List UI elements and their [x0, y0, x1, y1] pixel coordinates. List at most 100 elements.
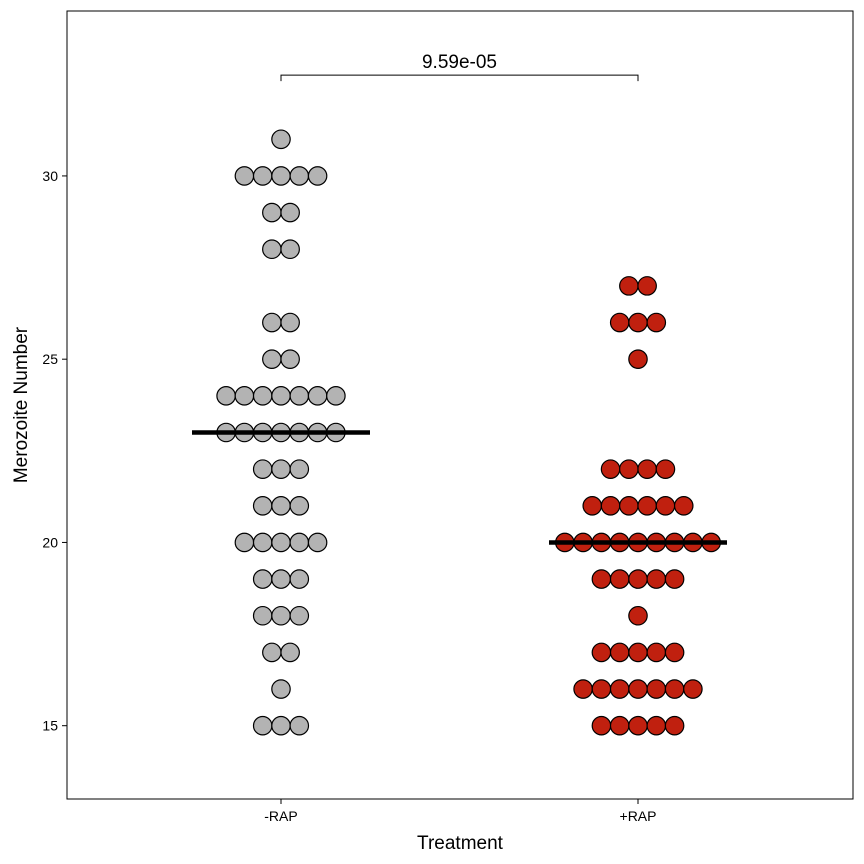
- data-point: [609, 715, 630, 736]
- y-axis-title: Merozoite Number: [11, 326, 32, 483]
- significance-bracket: 9.59e-05: [280, 52, 639, 82]
- data-point: [628, 642, 648, 663]
- data-point: [628, 715, 648, 736]
- y-tick-label: 15: [42, 718, 58, 734]
- data-point: [252, 166, 273, 186]
- data-point: [664, 642, 685, 663]
- x-tick-label: -RAP: [264, 808, 297, 824]
- data-point: [646, 642, 667, 663]
- data-point: [252, 605, 273, 626]
- data-point: [600, 495, 621, 516]
- y-tick-label: 25: [42, 351, 58, 367]
- y-tick-label: 20: [42, 534, 58, 550]
- data-point: [646, 312, 667, 333]
- data-point: [280, 202, 300, 223]
- data-point: [271, 459, 291, 479]
- data-point: [280, 349, 300, 369]
- data-point: [262, 202, 282, 223]
- p-value-label: 9.59e-05: [422, 52, 497, 73]
- median-lines: [192, 430, 727, 545]
- data-point: [252, 715, 273, 736]
- data-point: [637, 459, 657, 479]
- data-point: [628, 605, 648, 626]
- data-point: [271, 569, 291, 589]
- data-point: [673, 495, 694, 516]
- data-point: [582, 495, 603, 516]
- data-point: [289, 495, 310, 516]
- data-point: [646, 715, 667, 736]
- data-point: [262, 349, 282, 369]
- data-point: [271, 532, 291, 553]
- data-point: [234, 532, 255, 553]
- data-point: [609, 569, 630, 589]
- data-point: [600, 459, 621, 479]
- data-point: [307, 166, 328, 186]
- data-point: [262, 642, 282, 663]
- data-point: [216, 386, 236, 406]
- data-point: [289, 715, 310, 736]
- data-point: [271, 495, 291, 516]
- data-point: [252, 495, 273, 516]
- x-axis-title: Treatment: [417, 833, 504, 854]
- data-point: [252, 459, 273, 479]
- data-point: [628, 312, 648, 333]
- data-point: [289, 386, 310, 406]
- data-point: [289, 459, 310, 479]
- data-point: [252, 386, 273, 406]
- data-point: [307, 386, 328, 406]
- data-point: [646, 569, 667, 589]
- data-point: [280, 239, 300, 260]
- data-point: [289, 532, 310, 553]
- data-point: [262, 312, 282, 333]
- data-point: [619, 459, 639, 479]
- data-point: [280, 642, 300, 663]
- data-point: [609, 642, 630, 663]
- data-point: [637, 495, 657, 516]
- data-point: [271, 386, 291, 406]
- data-point: [271, 605, 291, 626]
- data-point: [619, 495, 639, 516]
- data-point: [271, 166, 291, 186]
- data-point: [591, 715, 612, 736]
- data-point: [628, 679, 648, 699]
- data-point: [289, 166, 310, 186]
- data-point: [271, 715, 291, 736]
- data-point: [326, 386, 346, 406]
- data-point: [262, 239, 282, 260]
- data-point: [591, 679, 612, 699]
- x-tick-label: +RAP: [620, 808, 657, 824]
- data-point: [271, 129, 291, 150]
- data-point: [664, 569, 685, 589]
- data-point: [609, 312, 630, 333]
- data-point: [573, 679, 593, 699]
- data-point: [591, 642, 612, 663]
- y-tick-label: 30: [42, 168, 58, 184]
- data-point: [307, 532, 328, 553]
- data-point: [655, 495, 676, 516]
- data-point: [234, 386, 255, 406]
- data-point: [628, 569, 648, 589]
- data-point: [628, 349, 648, 369]
- data-point: [252, 569, 273, 589]
- data-point: [271, 679, 291, 699]
- data-point: [591, 569, 612, 589]
- data-point: [289, 605, 310, 626]
- plot-panel: [66, 10, 854, 800]
- data-point: [655, 459, 676, 479]
- data-point: [252, 532, 273, 553]
- data-point: [664, 679, 685, 699]
- data-point: [289, 569, 310, 589]
- bracket-line: [280, 74, 639, 82]
- data-point: [234, 166, 255, 186]
- x-axis: -RAP +RAP: [264, 799, 656, 824]
- data-point: [280, 312, 300, 333]
- data-point: [609, 679, 630, 699]
- data-point: [664, 715, 685, 736]
- data-point: [683, 679, 703, 699]
- data-point: [637, 276, 657, 296]
- y-axis: 15 20 25 30: [42, 168, 67, 734]
- data-points: [216, 129, 721, 736]
- data-point: [646, 679, 667, 699]
- data-point: [619, 276, 639, 296]
